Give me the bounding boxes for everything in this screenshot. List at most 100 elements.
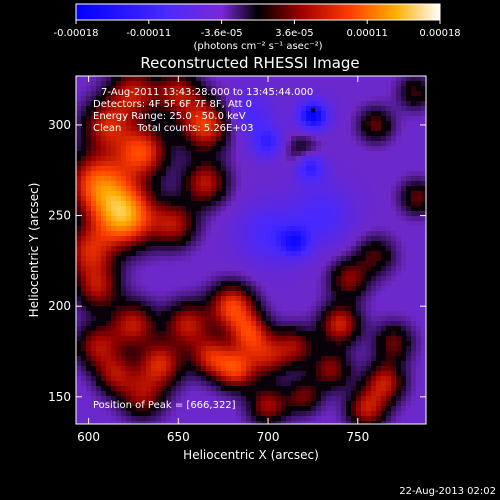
heatmap-cell xyxy=(171,251,177,257)
heatmap-cell xyxy=(171,126,177,132)
heatmap-cell xyxy=(246,181,252,187)
heatmap-cell xyxy=(111,131,117,137)
heatmap-cell xyxy=(321,406,327,412)
heatmap-cell xyxy=(211,186,217,192)
heatmap-cell xyxy=(141,221,147,227)
heatmap-cell xyxy=(91,266,97,272)
heatmap-cell xyxy=(206,226,212,232)
heatmap-cell xyxy=(266,341,272,347)
heatmap-cell xyxy=(161,366,167,372)
heatmap-cell xyxy=(206,346,212,352)
heatmap-cell xyxy=(356,176,362,182)
heatmap-cell xyxy=(331,376,337,382)
heatmap-cell xyxy=(316,161,322,167)
heatmap-cell xyxy=(386,86,392,92)
heatmap-cell xyxy=(231,86,237,92)
heatmap-cell xyxy=(331,291,337,297)
heatmap-cell xyxy=(131,376,137,382)
heatmap-cell xyxy=(201,271,207,277)
heatmap-cell xyxy=(206,146,212,152)
heatmap-cell xyxy=(311,241,317,247)
heatmap-cell xyxy=(371,381,377,387)
heatmap-cell xyxy=(111,371,117,377)
heatmap-cell xyxy=(321,256,327,262)
heatmap-cell xyxy=(126,361,132,367)
heatmap-cell xyxy=(411,171,417,177)
heatmap-cell xyxy=(231,216,237,222)
heatmap-cell xyxy=(266,226,272,232)
heatmap-cell xyxy=(401,356,407,362)
heatmap-cell xyxy=(386,331,392,337)
heatmap-cell xyxy=(121,376,127,382)
heatmap-cell xyxy=(271,241,277,247)
heatmap-cell xyxy=(91,391,97,397)
heatmap-cell xyxy=(286,251,292,257)
heatmap-cell xyxy=(141,346,147,352)
heatmap-cell xyxy=(106,371,112,377)
heatmap-cell xyxy=(356,411,362,417)
heatmap-cell xyxy=(326,111,332,117)
heatmap-cell xyxy=(376,386,382,392)
heatmap-cell xyxy=(131,191,137,197)
heatmap-cell xyxy=(281,156,287,162)
heatmap-cell xyxy=(201,156,207,162)
heatmap-cell xyxy=(421,171,426,177)
heatmap-cell xyxy=(151,401,157,407)
heatmap-cell xyxy=(201,391,207,397)
heatmap-cell xyxy=(116,151,122,157)
heatmap-cell xyxy=(266,81,272,87)
heatmap-cell xyxy=(151,236,157,242)
heatmap-cell xyxy=(346,391,352,397)
heatmap-cell xyxy=(166,301,172,307)
heatmap-cell xyxy=(171,286,177,292)
heatmap-cell xyxy=(181,216,187,222)
heatmap-cell xyxy=(276,216,282,222)
heatmap-cell xyxy=(231,141,237,147)
heatmap-cell xyxy=(241,401,247,407)
heatmap-cell xyxy=(106,191,112,197)
heatmap-cell xyxy=(416,261,422,267)
heatmap-cell xyxy=(311,226,317,232)
heatmap-cell xyxy=(411,226,417,232)
heatmap-cell xyxy=(326,421,332,424)
heatmap-cell xyxy=(296,281,302,287)
heatmap-cell xyxy=(231,196,237,202)
heatmap-cell xyxy=(206,211,212,217)
heatmap-cell xyxy=(146,226,152,232)
heatmap-cell xyxy=(281,406,287,412)
heatmap-cell xyxy=(236,216,242,222)
heatmap-cell xyxy=(301,401,307,407)
heatmap-cell xyxy=(351,176,357,182)
heatmap-cell xyxy=(291,421,297,424)
heatmap-cell xyxy=(171,156,177,162)
heatmap-cell xyxy=(191,126,197,132)
heatmap-cell xyxy=(231,186,237,192)
heatmap-cell xyxy=(166,126,172,132)
heatmap-cell xyxy=(221,411,227,417)
heatmap-cell xyxy=(181,376,187,382)
heatmap-cell xyxy=(271,196,277,202)
heatmap-cell xyxy=(181,351,187,357)
heatmap-cell xyxy=(166,386,172,392)
heatmap-cell xyxy=(301,306,307,312)
heatmap-cell xyxy=(201,361,207,367)
heatmap-cell xyxy=(136,401,142,407)
heatmap-cell xyxy=(406,251,412,257)
heatmap-cell xyxy=(91,176,97,182)
heatmap-cell xyxy=(91,146,97,152)
heatmap-cell xyxy=(286,321,292,327)
heatmap-cell xyxy=(216,381,222,387)
heatmap-cell xyxy=(186,346,192,352)
heatmap-cell xyxy=(321,371,327,377)
heatmap-cell xyxy=(226,216,232,222)
heatmap-cell xyxy=(216,211,222,217)
heatmap-cell xyxy=(131,136,137,142)
heatmap-cell xyxy=(346,196,352,202)
heatmap-cell xyxy=(326,301,332,307)
heatmap-cell xyxy=(181,206,187,212)
heatmap-cell xyxy=(176,126,182,132)
heatmap-cell xyxy=(391,306,397,312)
heatmap-cell xyxy=(311,291,317,297)
heatmap-cell xyxy=(171,316,177,322)
heatmap-cell xyxy=(271,116,277,122)
